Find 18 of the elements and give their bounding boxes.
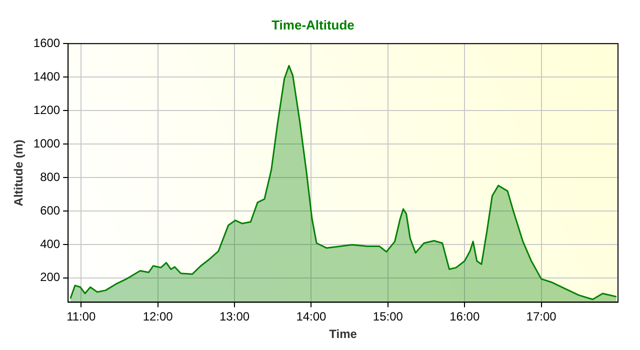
y-tick-label: 1600 [33, 36, 60, 50]
y-tick-label: 800 [40, 170, 60, 184]
x-tick-label: 11:00 [66, 310, 96, 324]
x-tick-label: 13:00 [220, 310, 250, 324]
y-tick-label: 200 [40, 270, 60, 284]
y-tick-label: 1400 [33, 69, 60, 84]
y-tick-label: 400 [40, 236, 60, 251]
y-axis-title: Altitude (m) [12, 140, 26, 206]
chart-title: Time-Altitude [272, 17, 354, 32]
x-tick-label: 14:00 [296, 310, 327, 324]
x-tick-label: 12:00 [142, 310, 174, 324]
y-tick-label: 1200 [33, 102, 60, 117]
x-tick-label: 17:00 [526, 310, 557, 324]
y-tick-label: 1000 [33, 136, 60, 150]
x-axis-title: Time [329, 327, 358, 342]
y-tick-label: 600 [40, 203, 60, 218]
x-tick-label: 15:00 [372, 310, 404, 324]
x-tick-label: 16:00 [450, 310, 480, 324]
